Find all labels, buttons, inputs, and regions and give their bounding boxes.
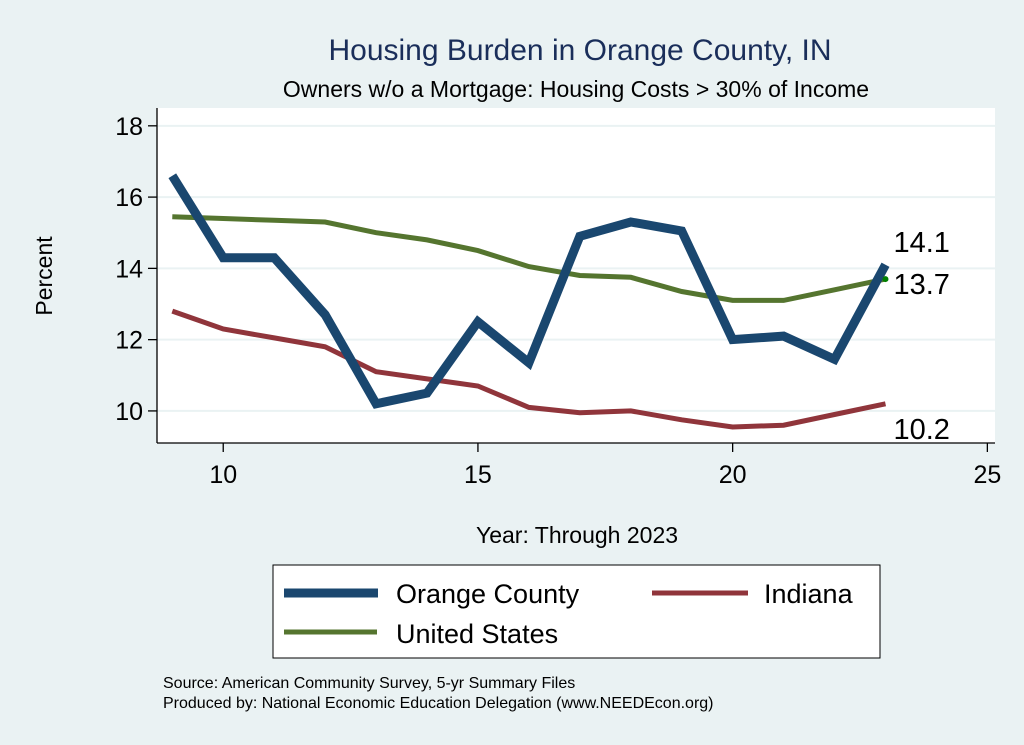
x-tick-label-10: 10: [209, 461, 237, 489]
y-tick-label-14: 14: [115, 255, 143, 283]
legend-box: [272, 564, 881, 659]
chart-subtitle: Owners w/o a Mortgage: Housing Costs > 3…: [283, 76, 869, 102]
y-axis-title: Percent: [31, 236, 57, 316]
series-line-united-states: [172, 214, 887, 303]
series-line-orange-county: [168, 173, 890, 409]
y-tick-label-18: 18: [115, 113, 143, 141]
x-axis-title: Year: Through 2023: [476, 522, 678, 548]
chart-title: Housing Burden in Orange County, IN: [328, 34, 831, 67]
end-label-indiana: 10.2: [893, 414, 949, 446]
end-labels: 14.1 10.2 13.7: [893, 227, 949, 446]
end-label-united-states: 13.7: [893, 269, 949, 301]
y-tick-label-10: 10: [115, 398, 143, 426]
y-tick-label-16: 16: [115, 184, 143, 212]
footer-produced-by: Produced by: National Economic Education…: [163, 695, 714, 712]
end-marker-united-states: [882, 276, 889, 283]
series-lines: [168, 173, 890, 430]
x-tick-label-15: 15: [464, 461, 492, 489]
legend-label-united-states: United States: [396, 619, 558, 649]
y-ticks: 10 12 14 16 18: [115, 113, 157, 426]
x-ticks: 10 15 20 25: [209, 443, 1001, 489]
end-label-orange-county: 14.1: [893, 227, 949, 259]
y-tick-label-12: 12: [115, 327, 143, 355]
x-tick-label-20: 20: [719, 461, 747, 489]
legend: Orange County Indiana United States: [272, 564, 881, 659]
footer-source: Source: American Community Survey, 5-yr …: [163, 675, 575, 692]
legend-label-orange-county: Orange County: [396, 579, 580, 609]
series-line-indiana: [171, 308, 887, 430]
x-tick-label-25: 25: [973, 461, 1001, 489]
legend-label-indiana: Indiana: [764, 579, 854, 609]
